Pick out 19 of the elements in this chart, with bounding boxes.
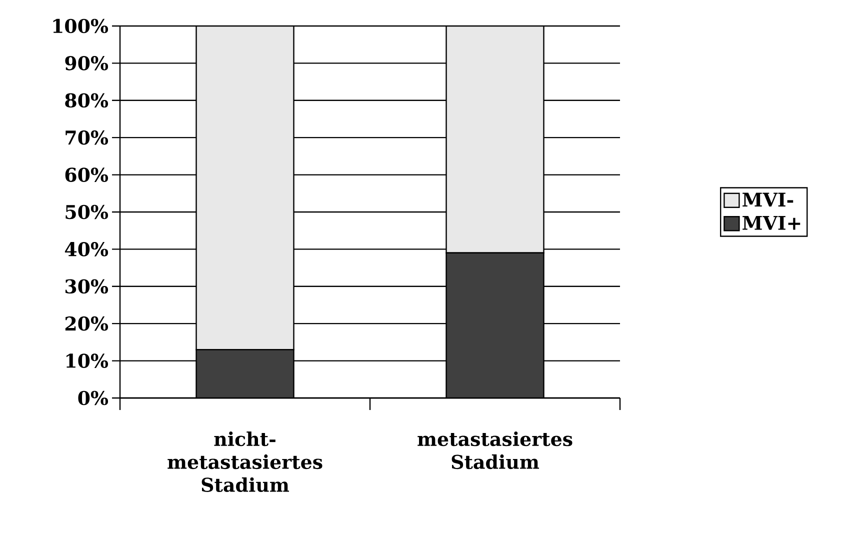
bar bbox=[196, 349, 294, 398]
y-tick-label: 40% bbox=[64, 242, 108, 256]
y-tick-label: 80% bbox=[65, 93, 108, 108]
y-tick-label: 70% bbox=[66, 130, 108, 145]
y-tick-label: 60% bbox=[65, 168, 108, 182]
x-tick-label: metastasiertes Stadium bbox=[418, 432, 572, 470]
bar bbox=[446, 26, 544, 254]
y-tick-label: 10% bbox=[66, 354, 108, 368]
legend-label: MVI- bbox=[742, 192, 794, 207]
y-tick-label: 30% bbox=[65, 279, 108, 294]
bar bbox=[446, 252, 544, 398]
y-tick-label: 0% bbox=[78, 390, 108, 406]
x-tick-label: nicht-metastasiertes Stadium bbox=[168, 432, 322, 492]
y-tick-label: 20% bbox=[65, 316, 108, 331]
y-tick-label: 50% bbox=[66, 204, 108, 220]
bar bbox=[196, 26, 294, 350]
legend-label: MVI+ bbox=[742, 216, 800, 230]
y-tick-label: 90% bbox=[65, 56, 108, 70]
y-tick-label: 100% bbox=[53, 18, 108, 34]
